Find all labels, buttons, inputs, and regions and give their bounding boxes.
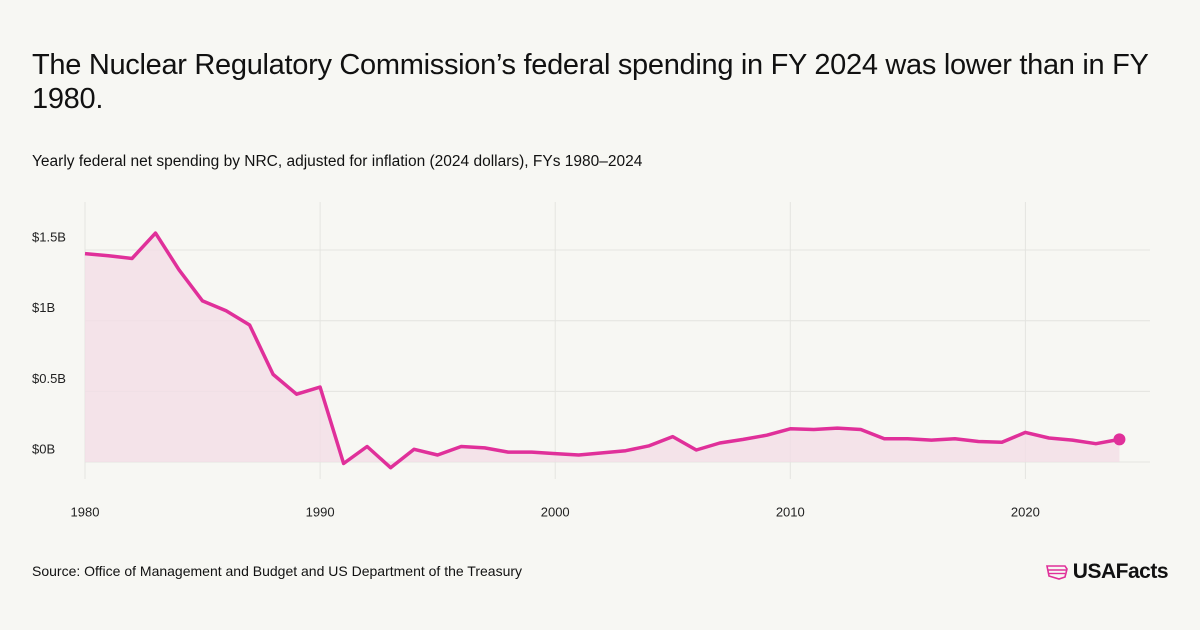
y-tick-label: $1B (32, 300, 55, 315)
x-tick-label: 1990 (306, 504, 335, 519)
y-tick-label: $0B (32, 441, 55, 456)
source-note: Source: Office of Management and Budget … (32, 563, 523, 579)
chart-title: The Nuclear Regulatory Commission’s fede… (32, 49, 1149, 115)
chart-subtitle: Yearly federal net spending by NRC, adju… (32, 153, 643, 170)
y-tick-label: $0.5B (32, 371, 66, 386)
line (84, 231, 1120, 470)
logo-icon (1045, 565, 1068, 580)
end-point (1113, 433, 1126, 446)
x-tick-label: 2020 (1011, 504, 1040, 519)
x-tick-label: 1980 (71, 504, 100, 519)
logo: USAFacts (1045, 560, 1169, 584)
x-tick-label: 2010 (776, 504, 805, 519)
chart: $0B $0.5B $1B $1.5B 1980 1990 2000 2010 2020 (32, 202, 1150, 519)
logo-text: USAFacts (1072, 560, 1169, 583)
area (85, 233, 1120, 468)
x-tick-label: 2000 (541, 504, 570, 519)
y-tick-label: $1.5B (32, 229, 66, 244)
